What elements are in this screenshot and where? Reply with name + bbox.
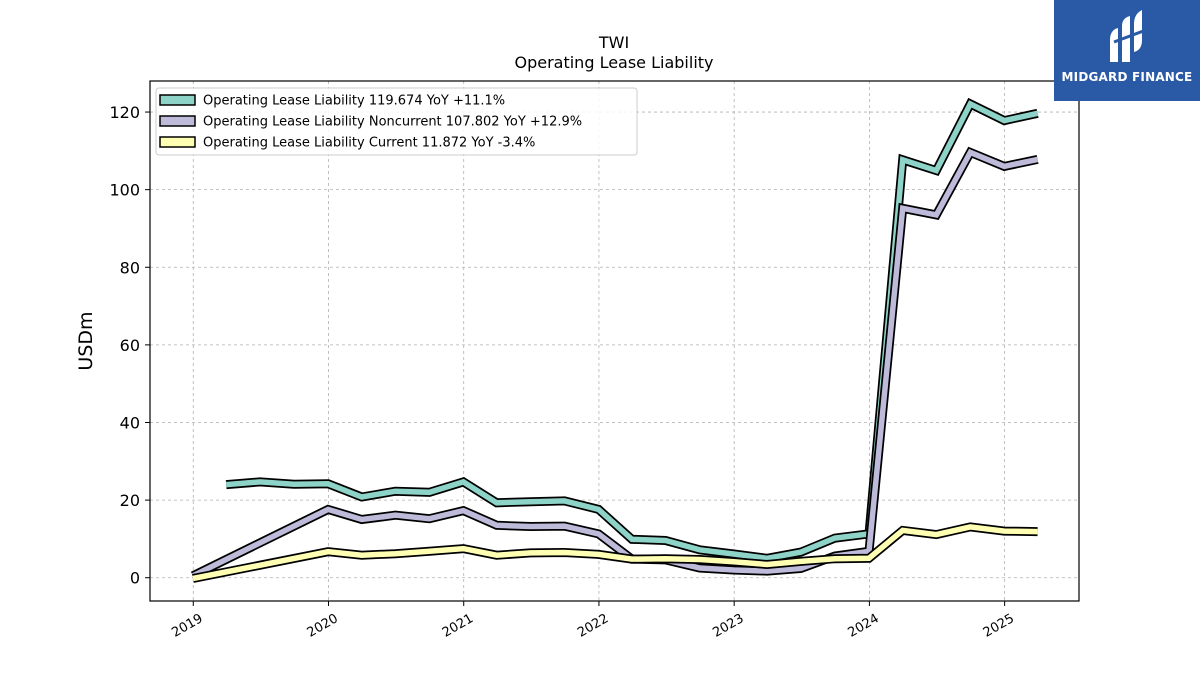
x-tick-label: 2022 bbox=[575, 611, 611, 641]
series-line bbox=[225, 100, 1039, 562]
x-tick-label: 2025 bbox=[981, 611, 1017, 641]
legend-label: Operating Lease Liability 119.674 YoY +1… bbox=[203, 94, 505, 109]
x-tick-label: 2021 bbox=[440, 611, 476, 641]
y-tick-label: 120 bbox=[109, 103, 140, 122]
series-line bbox=[192, 524, 1038, 582]
series-layer bbox=[190, 97, 1039, 583]
plot-frame bbox=[149, 80, 1080, 602]
x-tick-label: 2024 bbox=[846, 611, 882, 641]
brand-logo: MIDGARD FINANCE bbox=[1054, 0, 1200, 101]
x-tick-label: 2019 bbox=[169, 611, 205, 641]
y-tick-label: 60 bbox=[120, 336, 140, 355]
midgard-logo-icon bbox=[1110, 10, 1147, 62]
y-axis-label: USDm bbox=[75, 311, 97, 370]
legend-swatch bbox=[159, 94, 196, 106]
x-axis: 2019 2020 2021 2022 2023 2024 2025 bbox=[169, 601, 1017, 641]
y-tick-label: 0 bbox=[130, 569, 140, 588]
legend-label: Operating Lease Liability Current 11.872… bbox=[203, 136, 535, 151]
series-line bbox=[191, 148, 1039, 579]
x-tick-label: 2023 bbox=[710, 611, 746, 641]
chart-subtitle: Operating Lease Liability bbox=[514, 53, 713, 72]
y-tick-label: 20 bbox=[120, 491, 140, 510]
y-tick-label: 40 bbox=[120, 413, 140, 432]
legend: Operating Lease Liability 119.674 YoY +1… bbox=[155, 87, 638, 156]
brand-name: MIDGARD FINANCE bbox=[1061, 70, 1193, 84]
chart-title: TWI bbox=[598, 33, 629, 52]
legend-label: Operating Lease Liability Noncurrent 107… bbox=[203, 115, 582, 130]
legend-swatch bbox=[159, 115, 196, 127]
y-tick-label: 80 bbox=[120, 258, 140, 277]
legend-box bbox=[155, 87, 638, 156]
legend-swatch bbox=[159, 136, 196, 148]
y-axis: 0 20 40 60 80 100 120 bbox=[109, 103, 150, 588]
y-tick-label: 100 bbox=[109, 181, 140, 200]
x-tick-label: 2020 bbox=[305, 611, 341, 641]
